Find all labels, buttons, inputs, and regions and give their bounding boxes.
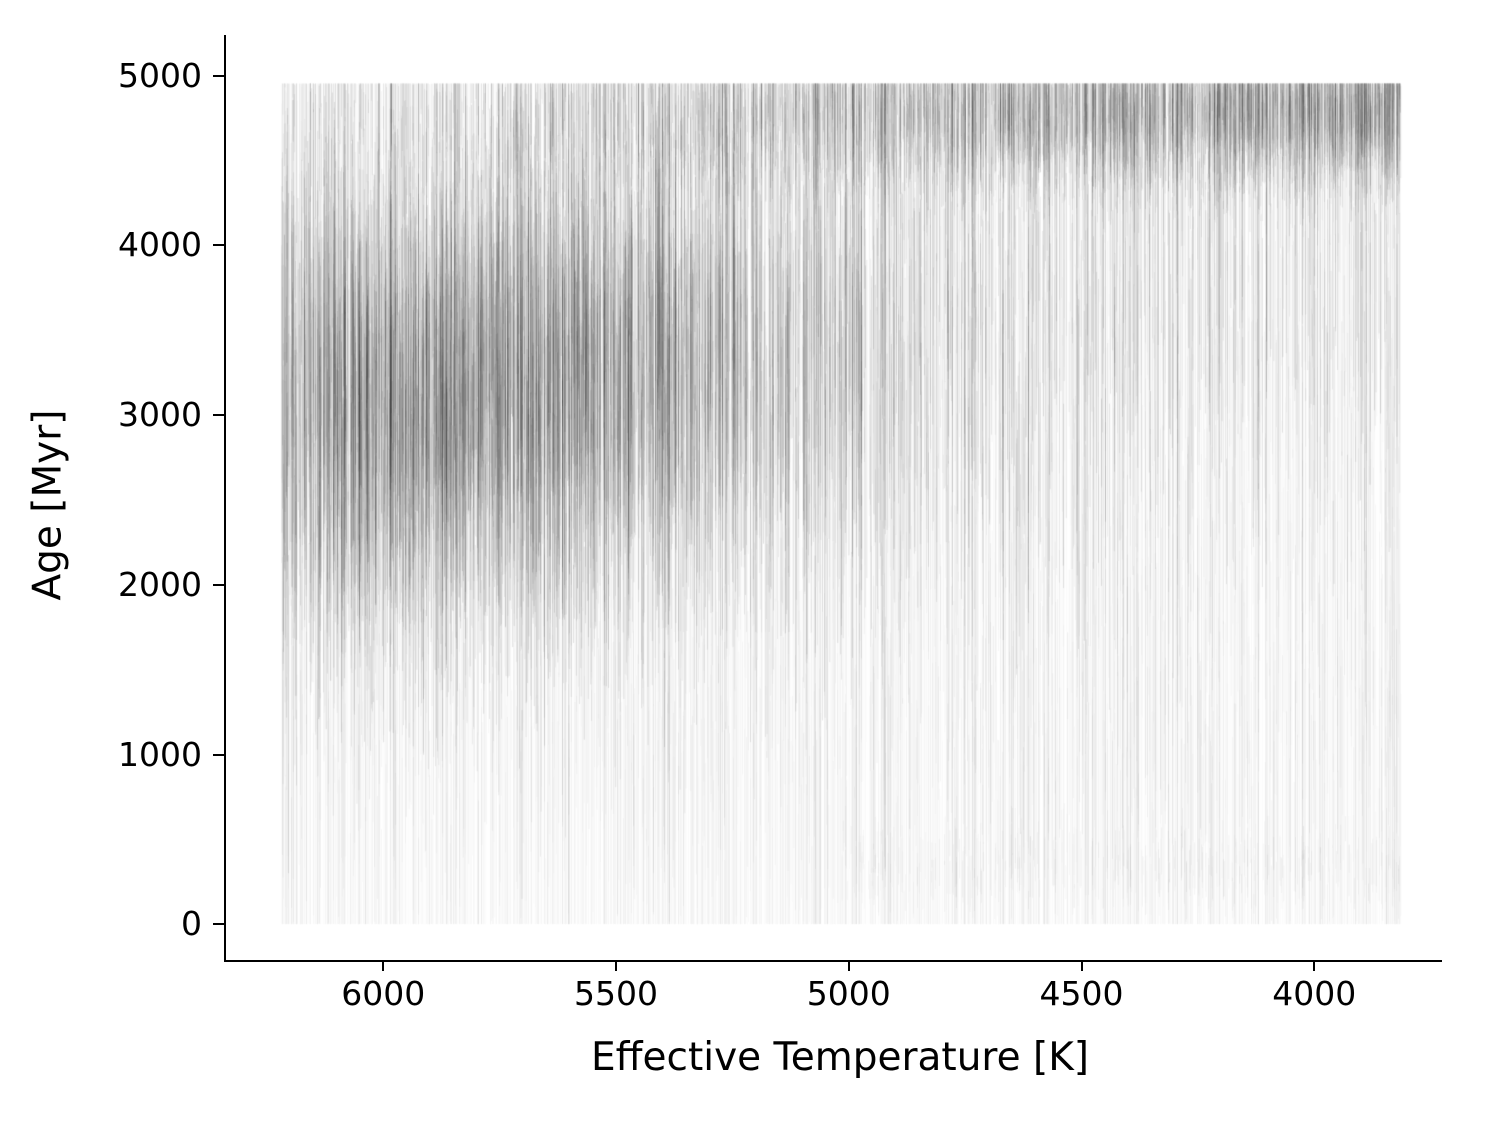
x-tick-label: 5500 <box>574 974 659 1013</box>
y-tick <box>213 74 224 77</box>
density-plot-canvas <box>225 35 1440 960</box>
x-tick <box>847 962 850 971</box>
x-tick-label: 5000 <box>806 974 891 1013</box>
x-tick <box>1313 962 1316 971</box>
x-tick-label: 6000 <box>341 974 426 1013</box>
y-tick-label: 3000 <box>118 395 202 435</box>
y-tick-label: 2000 <box>118 564 202 604</box>
y-tick <box>213 923 224 926</box>
x-tick-label: 4000 <box>1272 974 1357 1013</box>
y-tick-label: 0 <box>181 904 202 944</box>
x-tick <box>382 962 385 971</box>
x-axis-line <box>224 960 1442 962</box>
x-tick-label: 4500 <box>1039 974 1124 1013</box>
y-tick-label: 1000 <box>118 734 202 774</box>
y-axis-line <box>224 35 226 962</box>
y-tick-label: 4000 <box>118 225 202 265</box>
y-tick <box>213 583 224 586</box>
x-tick <box>615 962 618 971</box>
x-axis-title: Effective Temperature [K] <box>591 1035 1089 1080</box>
y-tick <box>213 244 224 247</box>
y-tick-label: 5000 <box>118 55 202 95</box>
x-tick <box>1080 962 1083 971</box>
y-tick <box>213 753 224 756</box>
y-tick <box>213 414 224 417</box>
